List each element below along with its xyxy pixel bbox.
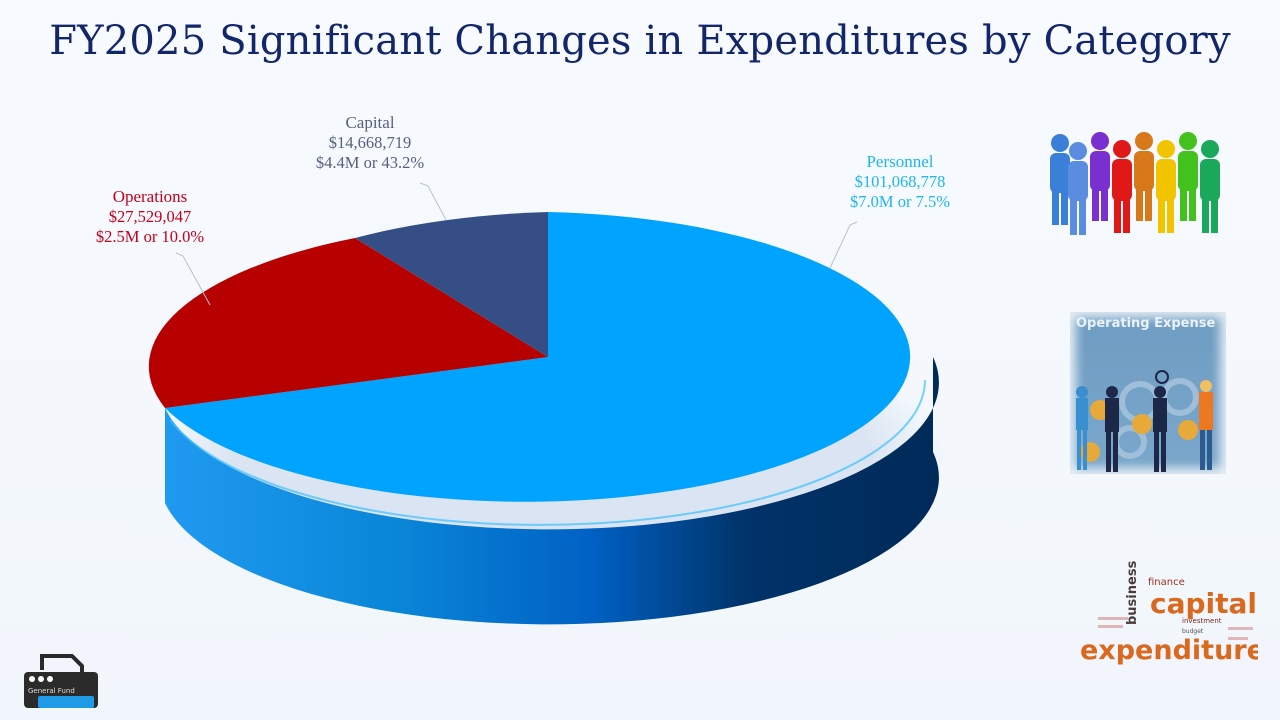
label-name: Operations xyxy=(112,187,188,206)
people-group-icon xyxy=(1050,132,1220,235)
label-change: $7.0M or 7.5% xyxy=(850,192,950,211)
pie-rim-highlight xyxy=(169,379,926,526)
svg-text:investment: investment xyxy=(1182,617,1222,625)
svg-text:capital: capital xyxy=(1150,587,1257,620)
leader-line-personnel xyxy=(829,221,858,269)
svg-text:finance: finance xyxy=(1148,577,1185,588)
svg-text:General Fund: General Fund xyxy=(28,687,75,695)
label-amount: $14,668,719 xyxy=(328,133,412,152)
capital-expenditure-wordcloud: business finance capital investment expe… xyxy=(1080,560,1258,666)
data-label-personnel: Personnel $101,068,778 $7.0M or 7.5% xyxy=(820,152,980,212)
svg-text:expenditure: expenditure xyxy=(1080,635,1258,666)
svg-text:budget: budget xyxy=(1182,628,1204,635)
label-amount: $101,068,778 xyxy=(854,172,946,191)
pie-slice-personnel[interactable] xyxy=(165,212,911,502)
label-name: Personnel xyxy=(866,152,934,171)
leader-line-capital xyxy=(419,182,447,221)
pie-slice-personnel-side xyxy=(165,357,939,625)
label-amount: $27,529,047 xyxy=(108,207,192,226)
operating-expense-title: Operating Expense xyxy=(1076,316,1216,331)
pie-slice-operations[interactable] xyxy=(148,238,548,408)
label-name: Capital xyxy=(345,113,395,132)
operating-expense-image: Operating Expense xyxy=(1070,312,1226,474)
data-label-operations: Operations $27,529,047 $2.5M or 10.0% xyxy=(70,187,230,247)
slide-title: FY2025 Significant Changes in Expenditur… xyxy=(49,18,1231,64)
gears-people-icon xyxy=(1076,370,1213,472)
leader-line-operations xyxy=(175,252,211,306)
svg-text:business: business xyxy=(1125,560,1140,625)
label-change: $4.4M or 43.2% xyxy=(315,153,425,172)
data-label-capital: Capital $14,668,719 $4.4M or 43.2% xyxy=(290,113,450,173)
label-change: $2.5M or 10.0% xyxy=(95,227,205,246)
pie-slice-capital[interactable] xyxy=(355,212,548,357)
general-fund-icon: General Fund xyxy=(24,654,98,708)
